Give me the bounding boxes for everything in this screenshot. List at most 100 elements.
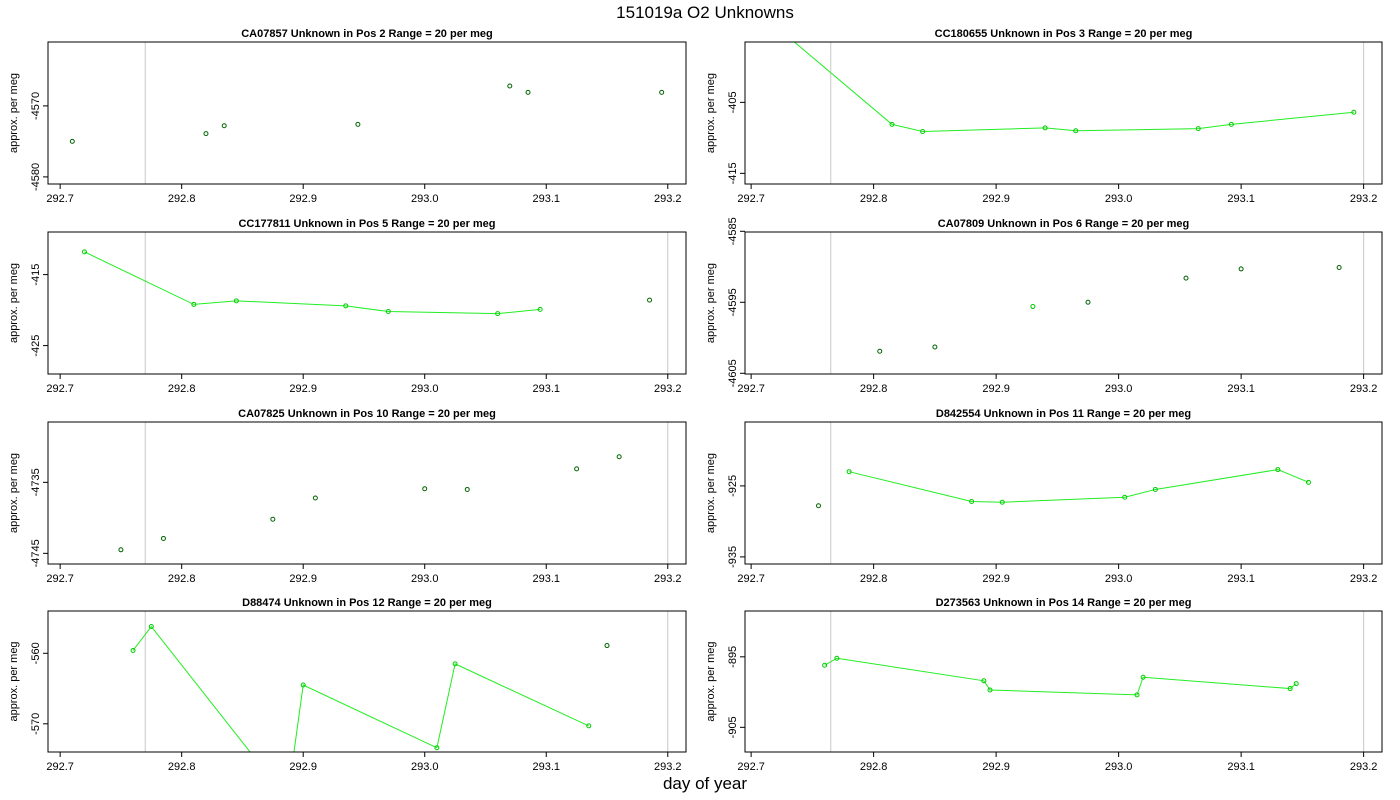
x-tick-label: 293.0 bbox=[411, 193, 439, 205]
data-point bbox=[1140, 674, 1146, 680]
data-point bbox=[422, 486, 428, 492]
x-tick-label: 293.2 bbox=[654, 193, 682, 205]
data-point bbox=[203, 131, 209, 137]
plot-area bbox=[81, 232, 669, 374]
x-tick-label: 293.0 bbox=[411, 573, 439, 585]
x-tick-label: 292.9 bbox=[982, 383, 1010, 395]
x-tick-label: 293.1 bbox=[1227, 383, 1255, 395]
panel-frame bbox=[744, 41, 1383, 185]
panel-8: D273563 Unknown in Pos 14 Range = 20 per… bbox=[705, 597, 1383, 773]
data-point bbox=[659, 89, 665, 95]
x-tick-label: 292.9 bbox=[982, 193, 1010, 205]
data-point bbox=[385, 309, 391, 315]
data-point bbox=[1042, 125, 1048, 131]
x-tick-label: 292.7 bbox=[737, 383, 765, 395]
data-point bbox=[1073, 128, 1079, 134]
panel-4: CA07809 Unknown in Pos 6 Range = 20 per … bbox=[705, 217, 1383, 395]
x-tick-label: 292.7 bbox=[737, 573, 765, 585]
data-point bbox=[1152, 486, 1158, 492]
y-tick-label: -570 bbox=[30, 713, 42, 735]
y-tick-label: -4595 bbox=[727, 288, 739, 316]
panel-frame bbox=[47, 231, 687, 375]
data-point bbox=[1183, 275, 1189, 281]
page-xlabel: day of year bbox=[662, 774, 748, 793]
data-point bbox=[987, 687, 993, 693]
data-point bbox=[1238, 266, 1244, 272]
plot-area bbox=[118, 422, 669, 564]
y-axis-label: approx. per meg bbox=[705, 641, 717, 721]
data-point bbox=[1122, 494, 1128, 500]
data-point bbox=[969, 499, 975, 505]
data-point bbox=[932, 344, 938, 350]
y-axis-label: approx. per meg bbox=[8, 263, 20, 343]
panel-frame bbox=[47, 421, 687, 565]
y-tick-label: -415 bbox=[727, 162, 739, 184]
data-point bbox=[233, 298, 239, 304]
x-tick-label: 292.9 bbox=[289, 193, 317, 205]
data-point bbox=[452, 661, 458, 667]
plot-area bbox=[69, 42, 665, 184]
data-point bbox=[464, 486, 470, 492]
y-tick-label: -4585 bbox=[727, 217, 739, 245]
x-tick-label: 293.1 bbox=[532, 573, 560, 585]
panel-title: CC177811 Unknown in Pos 5 Range = 20 per… bbox=[238, 218, 495, 230]
data-point bbox=[920, 128, 926, 134]
series-line bbox=[132, 625, 589, 752]
data-point bbox=[981, 678, 987, 684]
data-point bbox=[889, 121, 895, 127]
plot-area bbox=[816, 422, 1311, 564]
x-tick-label: 292.7 bbox=[46, 383, 74, 395]
x-tick-label: 292.8 bbox=[860, 383, 888, 395]
x-tick-label: 292.8 bbox=[168, 383, 196, 395]
x-tick-label: 293.1 bbox=[532, 193, 560, 205]
y-tick-label: -415 bbox=[30, 264, 42, 286]
y-tick-label: -4745 bbox=[30, 539, 42, 567]
x-tick-label: 292.7 bbox=[46, 193, 74, 205]
plot-area bbox=[793, 42, 1365, 184]
x-tick-label: 293.0 bbox=[1105, 761, 1133, 773]
x-tick-label: 292.9 bbox=[289, 383, 317, 395]
y-axis-label: approx. per meg bbox=[8, 453, 20, 533]
x-tick-label: 292.7 bbox=[737, 761, 765, 773]
panel-3: CC177811 Unknown in Pos 5 Range = 20 per… bbox=[8, 218, 687, 395]
x-tick-label: 293.0 bbox=[1105, 573, 1133, 585]
y-axis-label: approx. per meg bbox=[705, 453, 717, 533]
series-line bbox=[793, 42, 1354, 132]
y-tick-label: -425 bbox=[30, 335, 42, 357]
data-point bbox=[507, 83, 513, 89]
x-tick-label: 293.1 bbox=[1227, 573, 1255, 585]
data-point bbox=[574, 466, 580, 472]
data-point bbox=[343, 303, 349, 309]
x-tick-label: 292.8 bbox=[168, 761, 196, 773]
data-point bbox=[118, 547, 124, 553]
data-point bbox=[434, 745, 440, 751]
y-tick-label: -935 bbox=[727, 546, 739, 568]
data-point bbox=[300, 682, 306, 688]
data-point bbox=[999, 499, 1005, 505]
panel-frame bbox=[744, 610, 1383, 753]
data-point bbox=[647, 297, 653, 303]
panel-title: D842554 Unknown in Pos 11 Range = 20 per… bbox=[936, 408, 1191, 420]
data-point bbox=[822, 662, 828, 668]
panel-title: CA07825 Unknown in Pos 10 Range = 20 per… bbox=[238, 408, 496, 420]
panel-title: D273563 Unknown in Pos 14 Range = 20 per… bbox=[936, 597, 1192, 609]
data-point bbox=[1134, 692, 1140, 698]
panel-title: CA07809 Unknown in Pos 6 Range = 20 per … bbox=[938, 218, 1190, 230]
x-tick-label: 293.1 bbox=[532, 761, 560, 773]
x-tick-label: 293.0 bbox=[1105, 383, 1133, 395]
data-point bbox=[816, 503, 821, 509]
data-point bbox=[1351, 109, 1357, 115]
x-tick-label: 292.9 bbox=[289, 573, 317, 585]
y-tick-label: -4735 bbox=[30, 468, 42, 496]
data-point bbox=[1306, 479, 1311, 485]
data-point bbox=[1195, 126, 1201, 132]
x-tick-label: 292.9 bbox=[982, 761, 1010, 773]
data-point bbox=[69, 138, 75, 144]
y-tick-label: -560 bbox=[30, 642, 42, 664]
series-line bbox=[84, 251, 541, 315]
data-point bbox=[877, 348, 883, 354]
data-point bbox=[586, 723, 592, 729]
x-tick-label: 293.2 bbox=[654, 573, 682, 585]
x-tick-label: 293.1 bbox=[1227, 761, 1255, 773]
